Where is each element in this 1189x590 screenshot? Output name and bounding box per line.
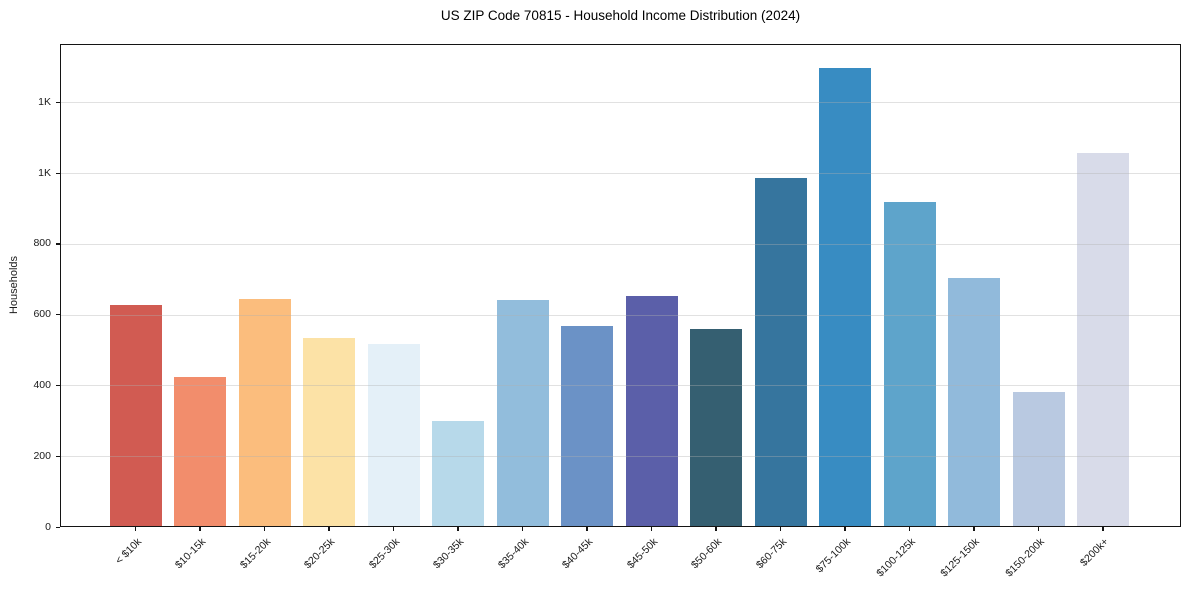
- bar-$125-150k: [948, 277, 1000, 527]
- x-tick-label-text: $40-45k: [559, 535, 596, 572]
- y-tick-mark: [56, 384, 60, 387]
- y-tick-label: 400: [33, 378, 51, 391]
- x-tick-mark: [521, 527, 524, 531]
- x-tick-label-text: $25-30k: [366, 535, 402, 572]
- x-tick-label-text: $45-50k: [624, 535, 660, 572]
- y-tick-label: 600: [33, 308, 51, 321]
- x-tick-label-text: $150-200k: [1003, 535, 1047, 580]
- x-tick-mark: [134, 527, 137, 531]
- y-gridline: [61, 385, 1180, 387]
- bar-$15-20k: [238, 299, 291, 527]
- x-tick-mark: [844, 527, 846, 531]
- x-tick-mark: [457, 527, 459, 531]
- bar-$30-35k: [432, 421, 484, 527]
- y-tick-label: 200: [33, 449, 51, 462]
- x-tick-label-text: $100-125k: [874, 535, 918, 580]
- y-tick-mark: [56, 172, 60, 174]
- chart-title: US ZIP Code 70815 - Household Income Dis…: [440, 8, 801, 23]
- x-tick-label-text: $200k+: [1078, 535, 1112, 569]
- x-tick-mark: [908, 527, 911, 531]
- y-tick-mark: [56, 314, 60, 316]
- x-tick-mark: [715, 527, 717, 531]
- bar-$45-50k: [625, 295, 678, 527]
- x-tick-label-text: $60-75k: [753, 535, 789, 572]
- x-tick-label-text: $75-100k: [813, 535, 854, 576]
- x-tick-mark: [263, 527, 266, 531]
- x-tick-label-text: $15-20k: [237, 535, 273, 572]
- bar-$40-45k: [561, 326, 613, 527]
- y-tick-mark: [56, 455, 60, 457]
- x-tick-label-text: $20-25k: [301, 535, 338, 572]
- y-tick-mark: [56, 101, 60, 104]
- x-tick-label-text: $35-40k: [495, 535, 531, 572]
- y-tick-mark: [56, 526, 60, 528]
- y-gridline: [61, 314, 1180, 316]
- bar-$35-40k: [496, 300, 549, 527]
- x-tick-label-text: $50-60k: [688, 535, 725, 572]
- bar-$20-25k: [303, 338, 355, 527]
- x-tick-mark: [199, 527, 201, 531]
- y-tick-mark: [56, 243, 60, 245]
- y-gridline: [61, 456, 1180, 458]
- y-gridline: [61, 173, 1180, 175]
- y-gridline: [61, 102, 1180, 104]
- bar-$200k+: [1077, 152, 1129, 527]
- x-tick-mark: [328, 527, 330, 531]
- bar-$75-100k: [819, 68, 871, 527]
- x-tick-mark: [779, 527, 782, 531]
- bar-$10-15k: [174, 376, 226, 527]
- x-tick-mark: [586, 527, 588, 531]
- x-tick-mark: [392, 527, 395, 531]
- bar-$150-200k: [1012, 391, 1065, 527]
- bar-$100-125k: [883, 202, 936, 527]
- y-tick-label: 800: [33, 237, 51, 250]
- x-tick-label-text: $10-15k: [172, 535, 209, 572]
- x-tick-mark: [650, 527, 653, 531]
- x-tick-mark: [973, 527, 975, 531]
- y-tick-label: 0: [45, 520, 51, 533]
- bar-$25-30k: [367, 344, 420, 527]
- x-tick-label-text: $30-35k: [430, 535, 467, 572]
- bar-< $10k: [109, 305, 162, 527]
- bar-$50-60k: [690, 329, 742, 527]
- y-tick-label: 1K: [38, 95, 51, 108]
- x-tick-label-text: $125-150k: [938, 535, 983, 580]
- bar-$60-75k: [754, 178, 807, 527]
- x-tick-mark: [1037, 527, 1040, 531]
- y-gridline: [61, 243, 1180, 245]
- x-tick-mark: [1102, 527, 1104, 531]
- y-axis-label: Households: [8, 255, 20, 315]
- x-tick-label-text: < $10k: [112, 535, 144, 567]
- y-tick-label: 1K: [38, 166, 51, 179]
